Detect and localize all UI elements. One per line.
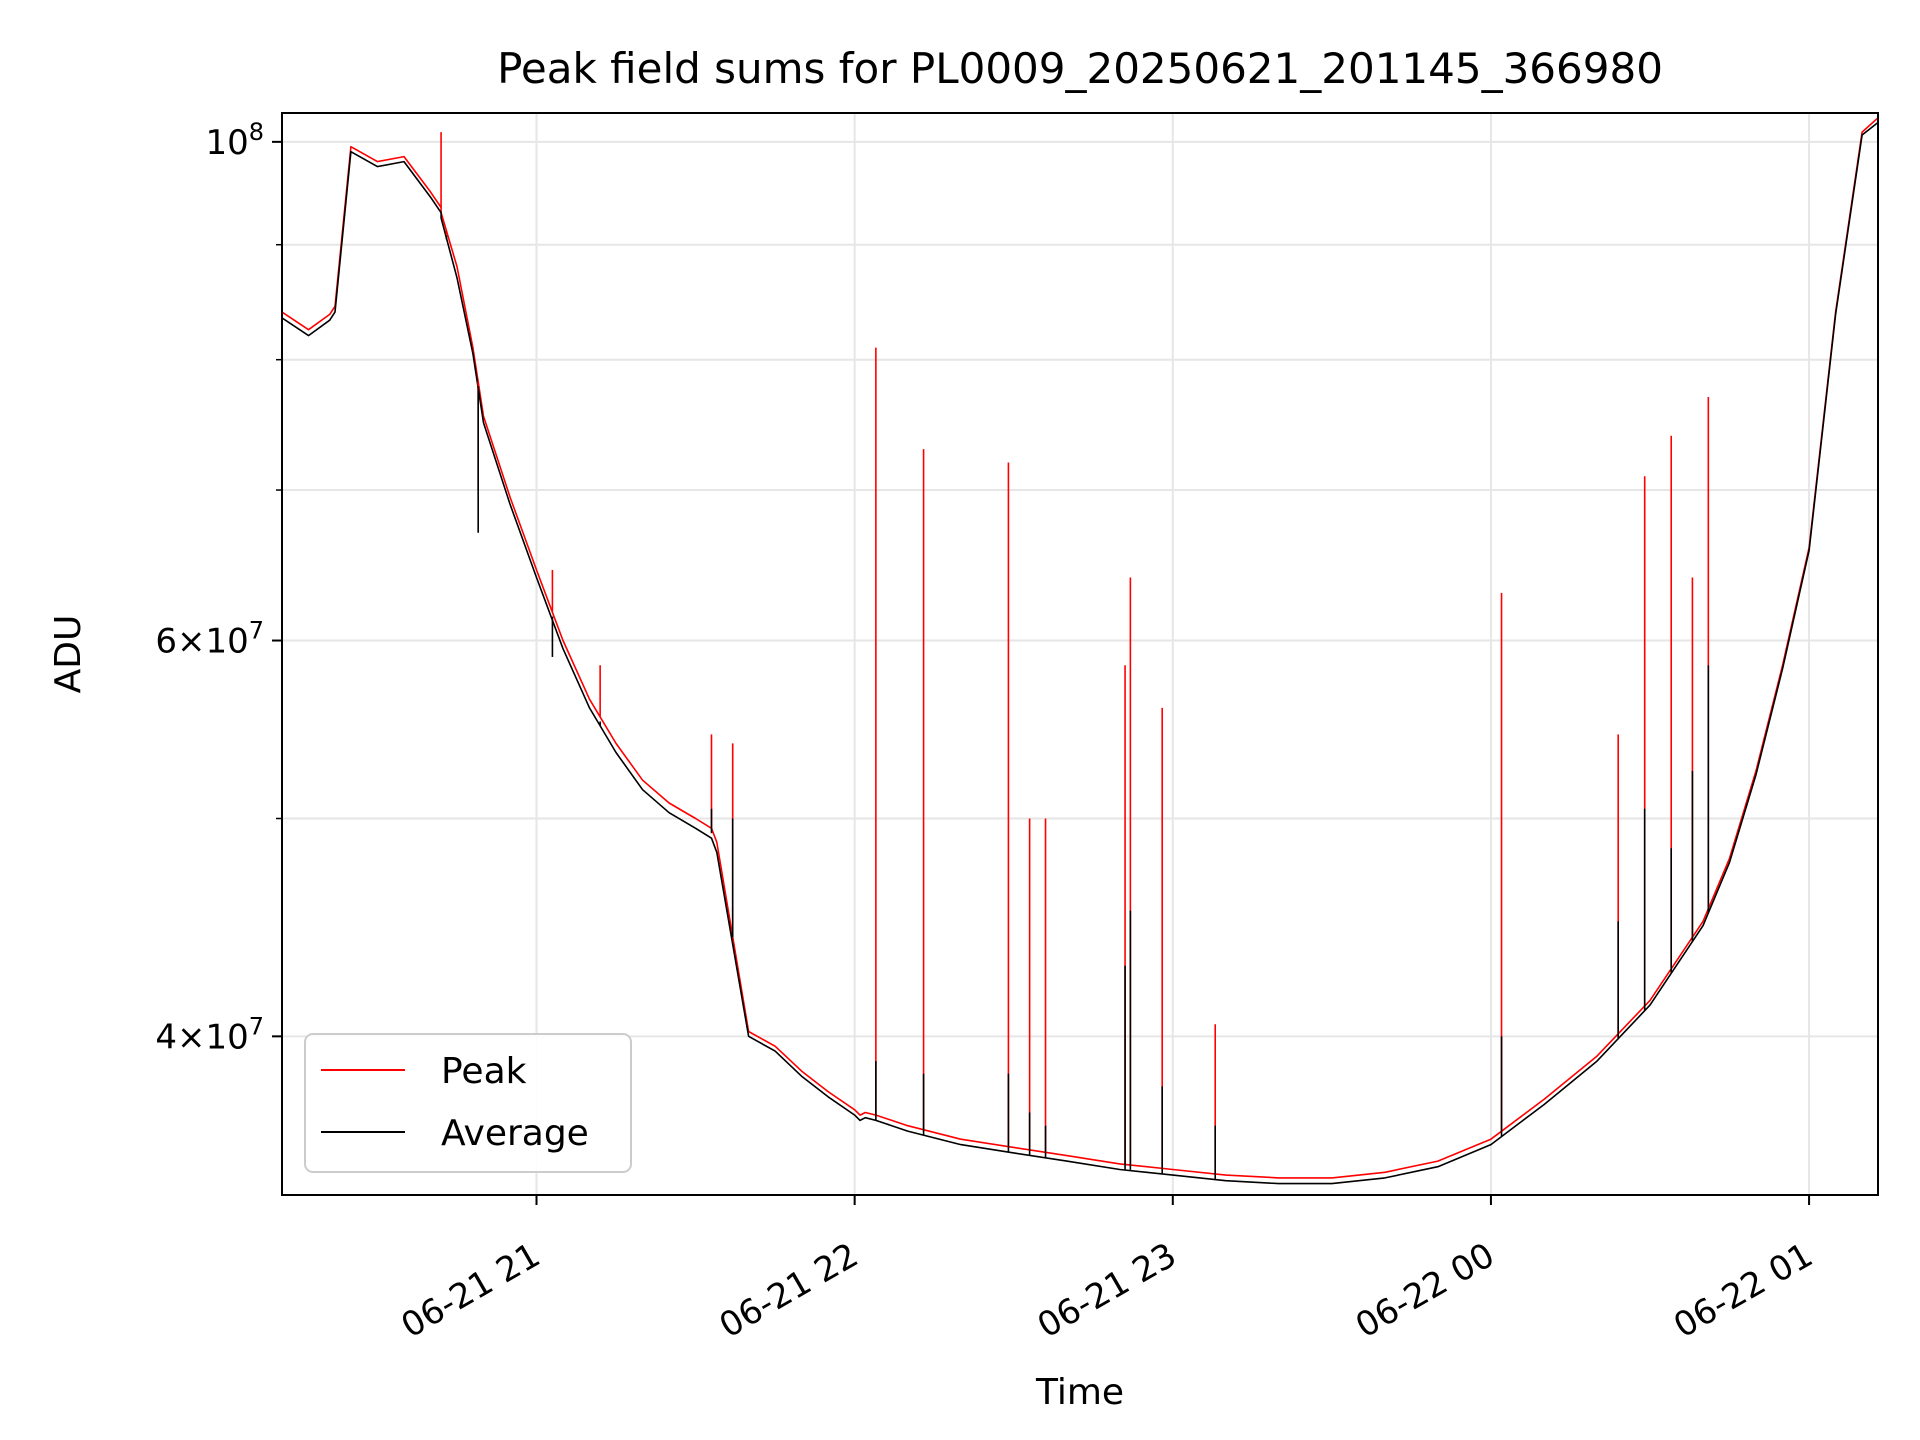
chart-title: Peak field sums for PL0009_20250621_2011…: [497, 44, 1663, 93]
legend-label-peak: Peak: [441, 1051, 527, 1092]
y-tick-label: 4×107: [155, 1012, 264, 1057]
legend: Peak Average: [304, 1033, 632, 1173]
series-group: [282, 117, 1878, 1185]
y-tick-label: 6×107: [155, 617, 264, 662]
series-line-average: [282, 121, 1878, 1185]
legend-label-average: Average: [441, 1113, 589, 1154]
x-axis-label: Time: [1035, 1372, 1124, 1413]
legend-box: [304, 1033, 632, 1173]
plot-frame: [281, 112, 1879, 1196]
y-tick-label: 108: [205, 118, 264, 163]
y-axis-label: ADU: [48, 615, 89, 694]
